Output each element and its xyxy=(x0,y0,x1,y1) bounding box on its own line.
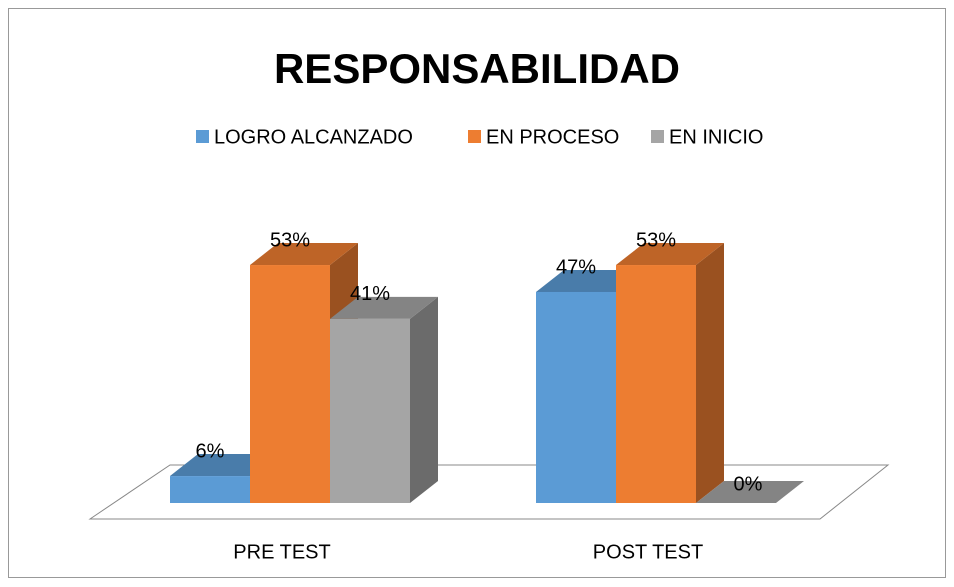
value-label: 41% xyxy=(350,283,390,305)
bar-top xyxy=(616,243,724,266)
bar-side xyxy=(410,296,438,503)
bar xyxy=(616,265,696,503)
legend-label: EN PROCESO xyxy=(486,126,619,148)
bar xyxy=(170,476,250,503)
value-label: 0% xyxy=(734,473,763,495)
bar-top xyxy=(330,296,438,319)
value-label: 53% xyxy=(270,229,310,251)
bar-top xyxy=(250,243,358,266)
bar xyxy=(250,265,330,503)
x-tick-label: POST TEST xyxy=(593,541,703,563)
value-label: 47% xyxy=(556,256,596,278)
bar xyxy=(330,318,410,503)
legend-label: LOGRO ALCANZADO xyxy=(214,126,413,148)
bar-side xyxy=(696,243,724,503)
value-label: 6% xyxy=(196,440,225,462)
bar xyxy=(536,291,616,503)
chart-title: RESPONSABILIDAD xyxy=(274,45,680,92)
legend-swatch xyxy=(468,130,481,143)
value-label: 53% xyxy=(636,229,676,251)
bar-top xyxy=(696,481,804,503)
legend-label: EN INICIO xyxy=(669,126,763,148)
legend-swatch xyxy=(196,130,209,143)
legend-swatch xyxy=(651,130,664,143)
x-tick-label: PRE TEST xyxy=(233,541,330,563)
